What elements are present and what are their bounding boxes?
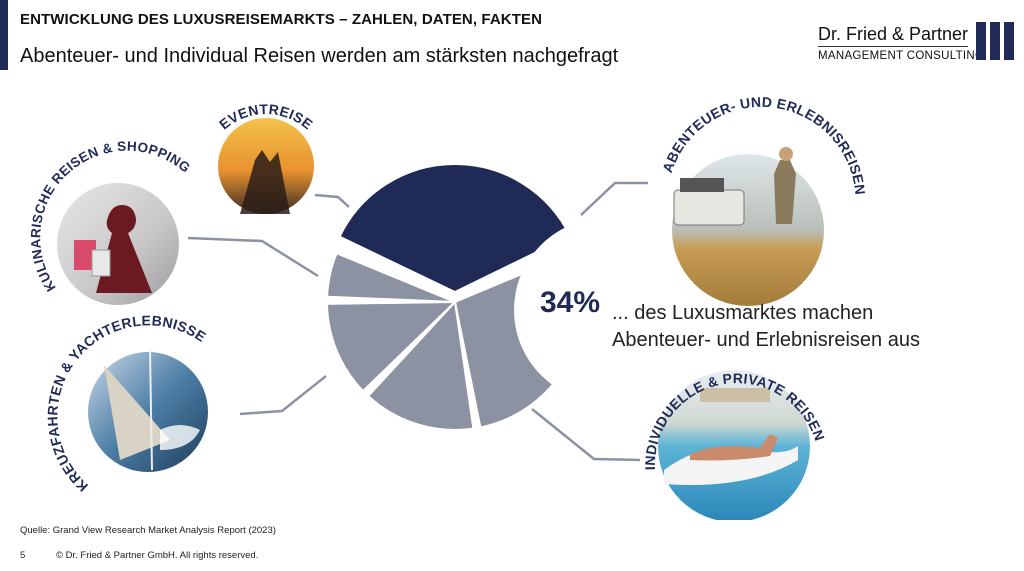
- page-number: 5: [20, 550, 26, 561]
- source-note: Quelle: Grand View Research Market Analy…: [20, 525, 276, 536]
- logo-tagline: MANAGEMENT CONSULTING: [818, 50, 985, 62]
- connector-kreuzfahrten: [239, 375, 327, 416]
- connector-individuell: [531, 408, 641, 462]
- pie-slice-abenteuer: [338, 163, 572, 294]
- pie-slice-kreuzfahrten: [366, 299, 475, 431]
- photo-kulinarisch: [57, 183, 179, 305]
- connector-eventreise: [314, 193, 350, 208]
- copyright: © Dr. Fried & Partner GmbH. All rights r…: [56, 550, 259, 561]
- logo-divider: [818, 46, 968, 47]
- callout-line-1: ... des Luxusmarktes machen: [612, 302, 874, 324]
- callout-backdrop: [514, 218, 698, 402]
- connector-kulinarisch: [187, 236, 319, 278]
- photo-eventreise: [218, 118, 314, 214]
- page-subtitle: Abenteuer- und Individual Reisen werden …: [20, 45, 619, 67]
- pie-slice-eventreise: [326, 251, 456, 303]
- callout-line-2: Abenteuer- und Erlebnisreisen aus: [612, 329, 920, 351]
- page-footer: 5 © Dr. Fried & Partner GmbH. All rights …: [20, 550, 258, 561]
- highlight-callout: ... des Luxusmarktes machen Abenteuer- u…: [612, 300, 920, 354]
- pie-slice-kulinarisch: [325, 300, 458, 393]
- photo-abenteuer: [672, 147, 824, 306]
- photo-kreuzfahrten: [88, 349, 208, 472]
- company-logo: Dr. Fried & Partner MANAGEMENT CONSULTIN…: [818, 22, 1018, 67]
- logo-name: Dr. Fried & Partner: [818, 24, 969, 44]
- connector-abenteuer: [580, 181, 648, 216]
- connector-lines: [187, 181, 648, 462]
- page-title: ENTWICKLUNG DES LUXUSREISEMARKTS – ZAHLE…: [20, 11, 543, 28]
- photo-individuell: [658, 370, 810, 520]
- accent-bar: [0, 0, 8, 70]
- pie-chart: EVENTREISE KULINARISCHE REISEN & SHOPPIN…: [28, 94, 868, 520]
- category-photos: [57, 118, 824, 520]
- highlight-percentage: 34%: [540, 286, 601, 319]
